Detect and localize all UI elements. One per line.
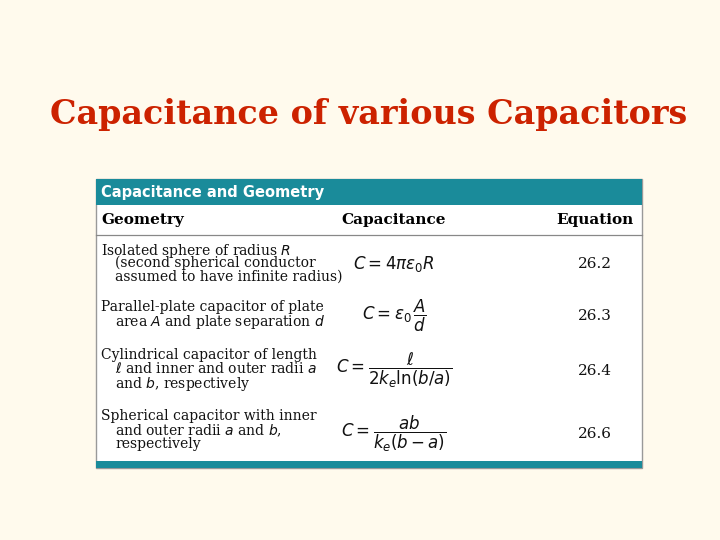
Text: Capacitance: Capacitance bbox=[342, 213, 446, 227]
Text: $\ell$ and inner and outer radii $a$: $\ell$ and inner and outer radii $a$ bbox=[115, 361, 317, 376]
Text: assumed to have infinite radius): assumed to have infinite radius) bbox=[115, 270, 343, 284]
Text: Equation: Equation bbox=[557, 213, 634, 227]
Text: Capacitance and Geometry: Capacitance and Geometry bbox=[101, 185, 324, 200]
Text: and outer radii $a$ and $b$,: and outer radii $a$ and $b$, bbox=[115, 423, 282, 439]
Text: $C = \dfrac{ab}{k_e(b-a)}$: $C = \dfrac{ab}{k_e(b-a)}$ bbox=[341, 414, 447, 454]
Text: $C = 4\pi\epsilon_0 R$: $C = 4\pi\epsilon_0 R$ bbox=[354, 254, 435, 274]
Text: Geometry: Geometry bbox=[101, 213, 184, 227]
Text: Parallel-plate capacitor of plate: Parallel-plate capacitor of plate bbox=[101, 300, 324, 314]
Bar bbox=[96, 179, 642, 468]
Text: $C = \epsilon_0\,\dfrac{A}{d}$: $C = \epsilon_0\,\dfrac{A}{d}$ bbox=[361, 298, 426, 334]
Text: Isolated sphere of radius $R$: Isolated sphere of radius $R$ bbox=[101, 242, 291, 260]
Bar bbox=[96, 461, 642, 468]
Text: respectively: respectively bbox=[115, 436, 201, 450]
Text: (second spherical conductor: (second spherical conductor bbox=[115, 256, 316, 271]
Text: $C = \dfrac{\ell}{2k_e\ln(b/a)}$: $C = \dfrac{\ell}{2k_e\ln(b/a)}$ bbox=[336, 351, 452, 390]
Text: 26.6: 26.6 bbox=[578, 427, 612, 441]
Text: Capacitance of various Capacitors: Capacitance of various Capacitors bbox=[50, 98, 688, 131]
Text: 26.3: 26.3 bbox=[578, 309, 612, 323]
Text: and $b$, respectively: and $b$, respectively bbox=[115, 375, 251, 393]
Text: area $A$ and plate separation $d$: area $A$ and plate separation $d$ bbox=[115, 313, 325, 332]
Text: Spherical capacitor with inner: Spherical capacitor with inner bbox=[101, 409, 317, 423]
Text: Cylindrical capacitor of length: Cylindrical capacitor of length bbox=[101, 348, 317, 362]
Bar bbox=[96, 179, 642, 205]
Text: 26.2: 26.2 bbox=[578, 256, 612, 271]
Text: 26.4: 26.4 bbox=[578, 364, 612, 378]
